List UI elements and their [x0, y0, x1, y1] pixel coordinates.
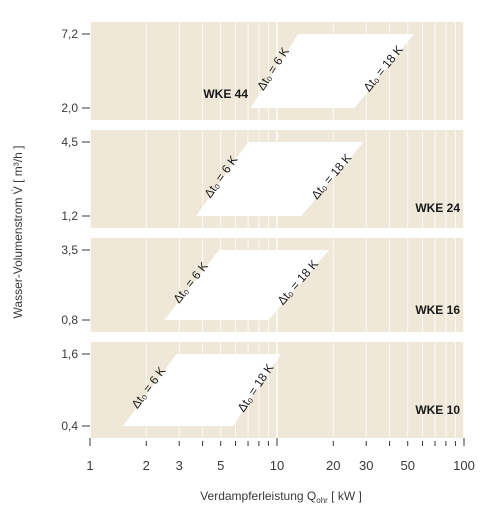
panel-title: WKE 16 — [415, 303, 460, 317]
operating-region — [250, 34, 414, 108]
panel-title: WKE 10 — [415, 403, 460, 417]
y-tick-label: 1,6 — [61, 347, 78, 361]
y-axis-label: Wasser-Volumenstrom V̇ [ m³/h ] — [11, 146, 25, 319]
y-tick-label: 0,4 — [61, 419, 78, 433]
x-axis-label: Verdampferleistung Qohr [ kW ] — [200, 489, 362, 505]
x-tick-label: 3 — [176, 458, 183, 473]
x-tick-label: 20 — [326, 458, 340, 473]
x-tick-label: 100 — [453, 458, 475, 473]
y-tick-label: 7,2 — [61, 27, 78, 41]
x-tick-label: 50 — [400, 458, 414, 473]
y-tick-label: 4,5 — [61, 135, 78, 149]
y-tick-label: 1,2 — [61, 209, 78, 223]
x-tick-label: 2 — [143, 458, 150, 473]
x-tick-label: 5 — [217, 458, 224, 473]
x-axis: 1 2 3 5 10 20 30 50 100 Verdampferleistung Qohr [… — [86, 438, 475, 505]
operating-region — [196, 142, 364, 216]
panel-title: WKE 44 — [203, 87, 248, 101]
operating-region — [122, 354, 281, 426]
y-tick-label: 0,8 — [61, 313, 78, 327]
panel-title: WKE 24 — [415, 201, 460, 215]
operating-region — [164, 250, 330, 320]
x-tick-label: 30 — [359, 458, 373, 473]
y-tick-label: 2,0 — [61, 101, 78, 115]
y-tick-label: 3,5 — [61, 243, 78, 257]
x-tick-label: 1 — [86, 458, 93, 473]
x-tick-label: 10 — [270, 458, 284, 473]
